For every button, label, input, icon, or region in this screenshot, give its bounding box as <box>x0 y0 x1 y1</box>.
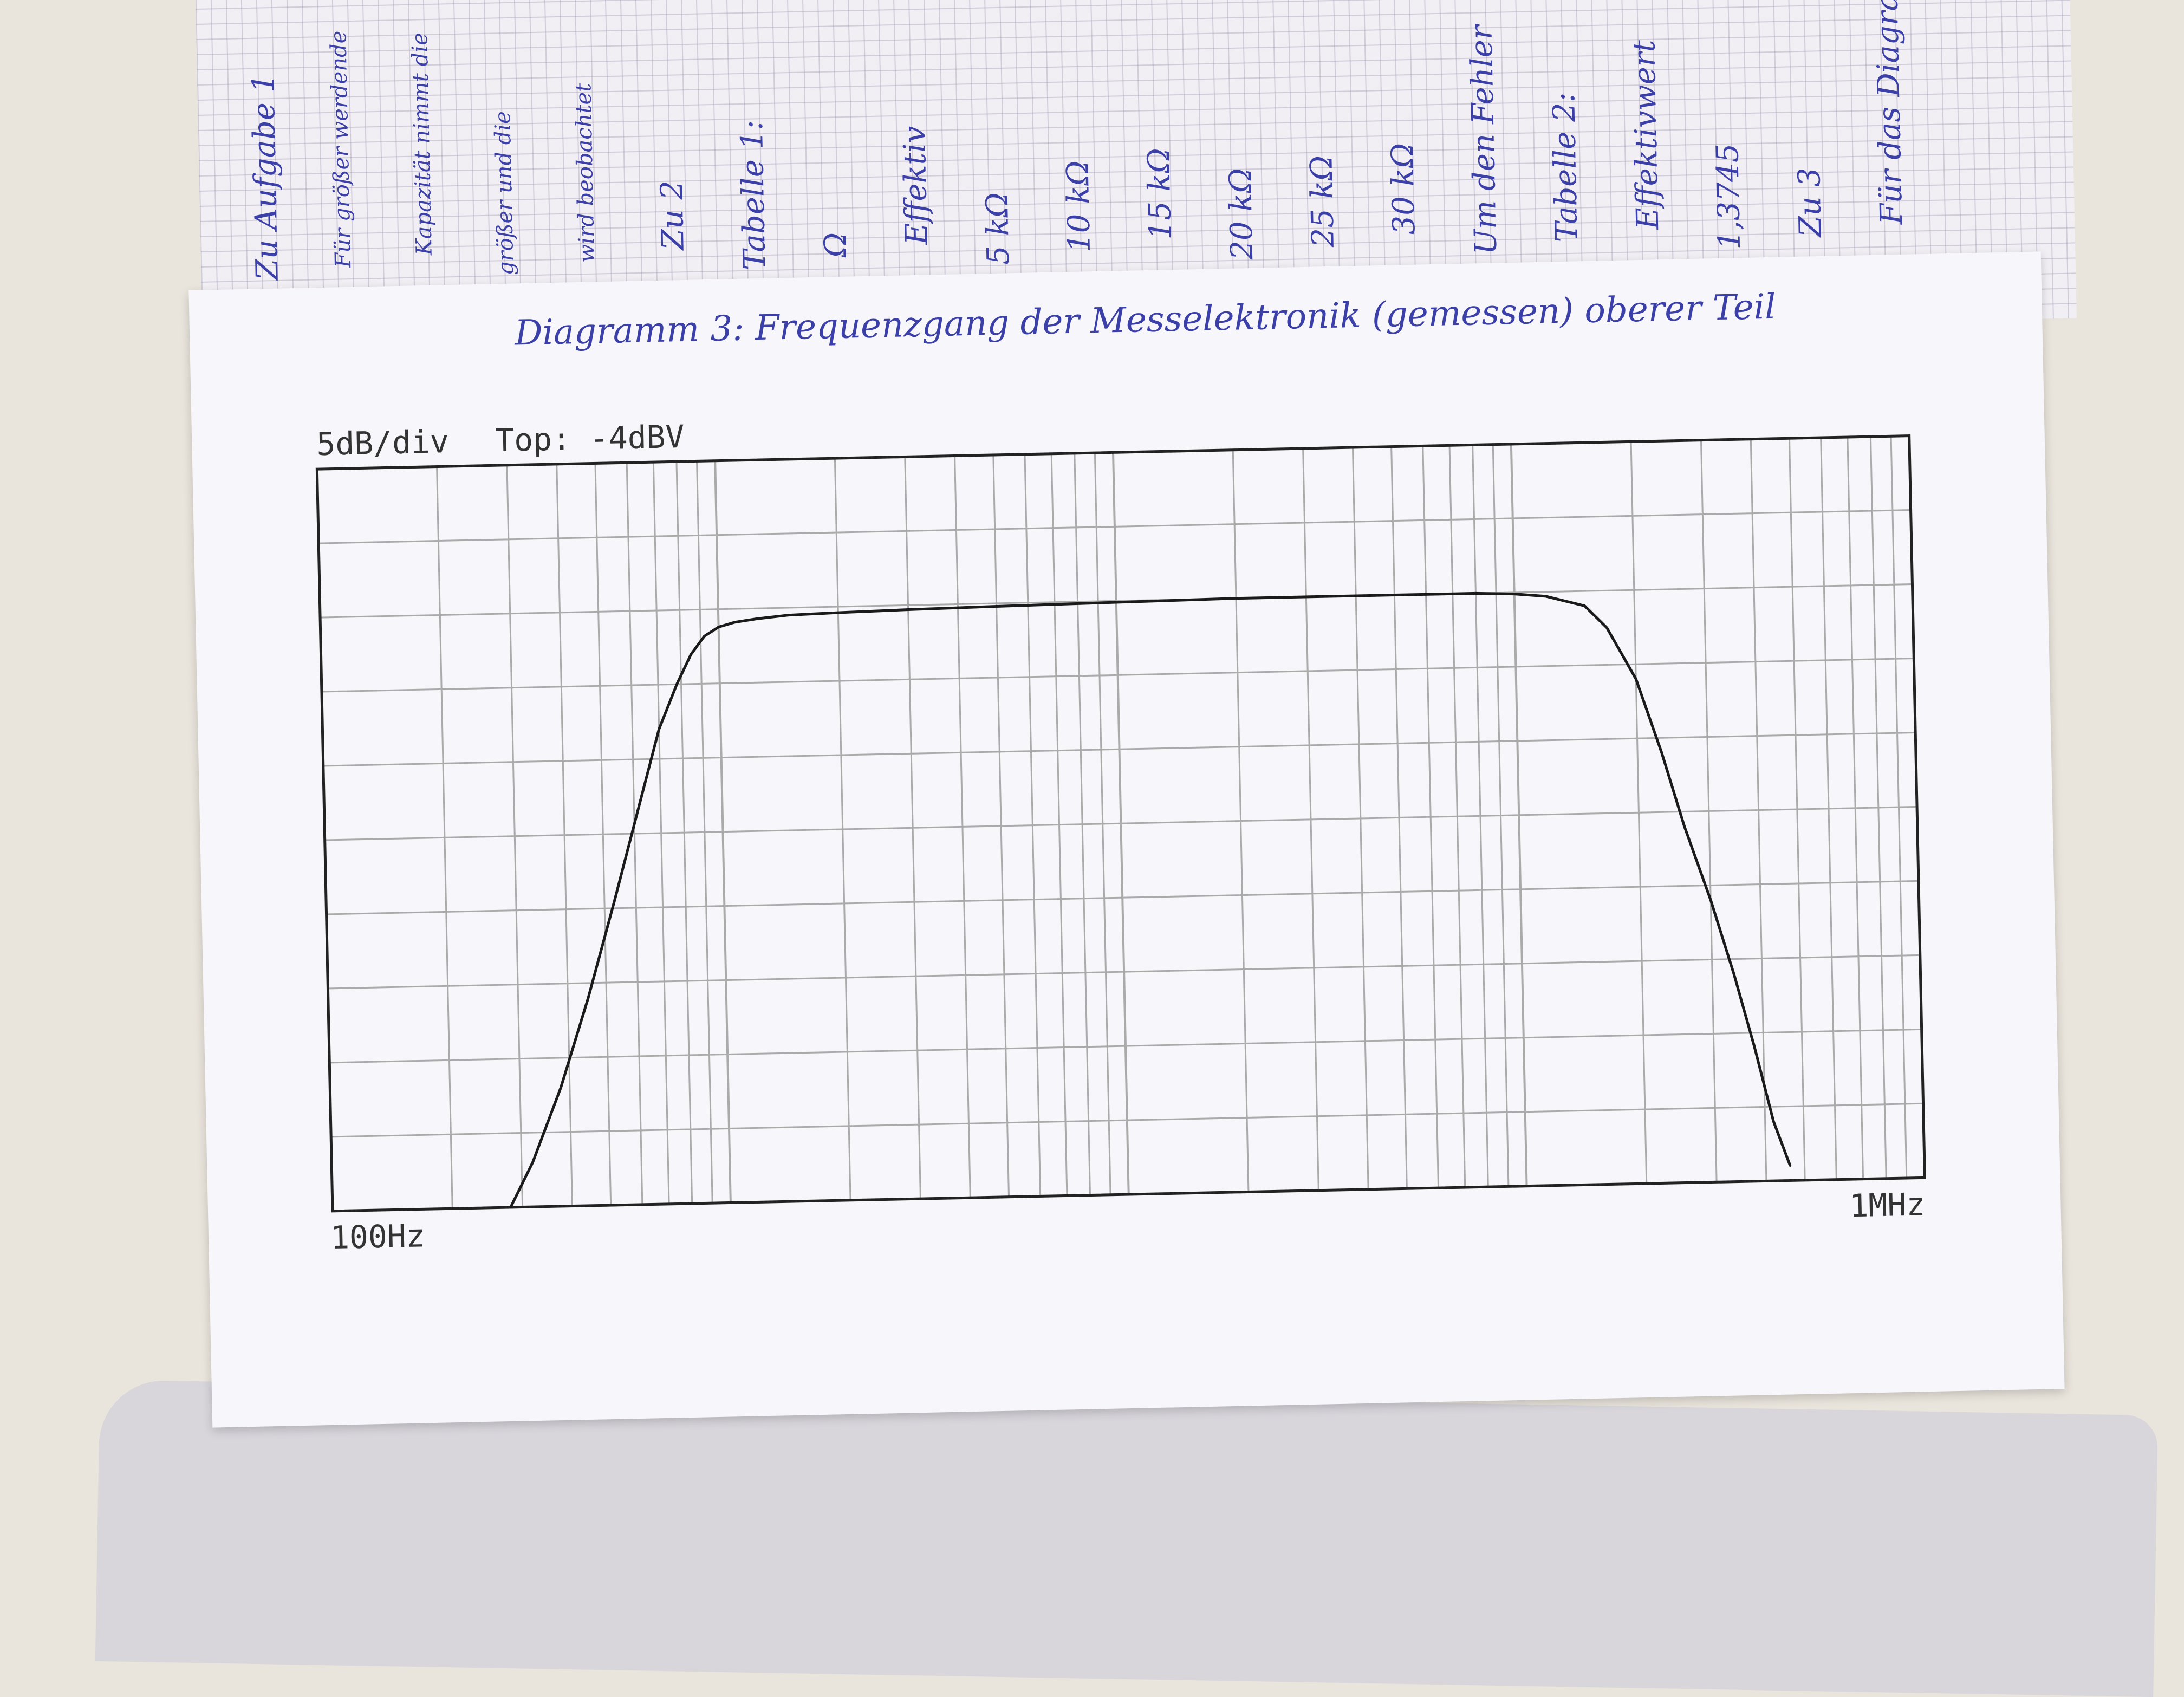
data-point <box>587 997 590 999</box>
data-point <box>1393 594 1396 596</box>
data-point <box>787 614 790 616</box>
handwritten-note: Effektivwert <box>1626 40 1666 230</box>
data-point <box>717 626 720 628</box>
handwritten-note: 25 kΩ <box>1304 155 1341 248</box>
data-point <box>1660 751 1663 754</box>
data-point <box>1772 1120 1775 1123</box>
data-point <box>613 900 616 902</box>
data-point <box>1606 626 1608 629</box>
data-point <box>907 608 909 611</box>
printout-sheet: Diagramm 3: Frequenzgang der Messelektro… <box>188 251 2065 1428</box>
data-point <box>531 1161 534 1163</box>
data-point <box>560 1086 562 1089</box>
handwritten-note: 1,3745 <box>1710 143 1748 250</box>
handwritten-note: Um den Fehler <box>1464 24 1504 255</box>
plot-frame <box>315 434 1926 1213</box>
handwritten-note: Kapazität nimmt die <box>407 32 437 256</box>
data-point <box>1513 593 1516 595</box>
data-point <box>1789 1165 1791 1167</box>
handwritten-note: Tabelle 1: <box>734 120 773 271</box>
grid-line-horizontal <box>321 657 1914 693</box>
handwritten-note: Für größer werdende <box>326 30 356 268</box>
handwritten-note: Zu 2 <box>654 180 691 251</box>
grid-line-horizontal <box>331 1102 1923 1138</box>
data-point <box>733 621 736 623</box>
handwritten-note: Zu Aufgabe 1 <box>245 73 285 281</box>
data-point <box>1583 604 1586 607</box>
data-point <box>658 728 660 731</box>
data-point <box>1544 595 1547 597</box>
handwritten-note: 5 kΩ <box>979 192 1017 265</box>
data-point <box>1474 592 1477 595</box>
handwritten-note: 10 kΩ <box>1060 160 1097 253</box>
grid-line-horizontal <box>324 805 1917 841</box>
data-point <box>703 635 706 638</box>
handwritten-note: größer und die <box>490 110 519 276</box>
data-point <box>1683 825 1686 828</box>
data-point <box>509 1206 512 1208</box>
grid-line-horizontal <box>329 1028 1922 1064</box>
lower-book-page <box>95 1379 2159 1697</box>
data-point <box>1235 597 1238 600</box>
data-point <box>1733 972 1735 975</box>
handwritten-note: Zu 3 <box>1791 167 1829 238</box>
grid-line-horizontal <box>320 583 1913 619</box>
handwritten-note: Ω <box>818 232 854 258</box>
data-point <box>1753 1046 1756 1049</box>
handwritten-note: Effektiv <box>897 125 935 245</box>
frequency-response-chart <box>315 434 1926 1213</box>
data-point <box>837 612 840 614</box>
data-point <box>1635 678 1637 680</box>
handwritten-note: 20 kΩ <box>1223 167 1260 261</box>
handwritten-note: 30 kΩ <box>1384 142 1422 236</box>
handwritten-note: wird beobachtet <box>571 83 600 263</box>
data-point <box>675 683 678 686</box>
data-point <box>995 605 998 608</box>
data-point <box>756 617 758 620</box>
data-point <box>1709 899 1712 901</box>
data-point <box>1115 601 1117 604</box>
grid-line-horizontal <box>323 731 1916 767</box>
handwritten-note: Für das Diagramm <box>1868 0 1910 225</box>
handwritten-note: 15 kΩ <box>1141 147 1179 240</box>
grid-line-horizontal <box>326 880 1919 915</box>
grid-line-horizontal <box>318 509 1911 544</box>
handwritten-note: Tabelle 2: <box>1546 92 1585 243</box>
data-point <box>638 803 641 805</box>
data-point <box>690 653 692 655</box>
